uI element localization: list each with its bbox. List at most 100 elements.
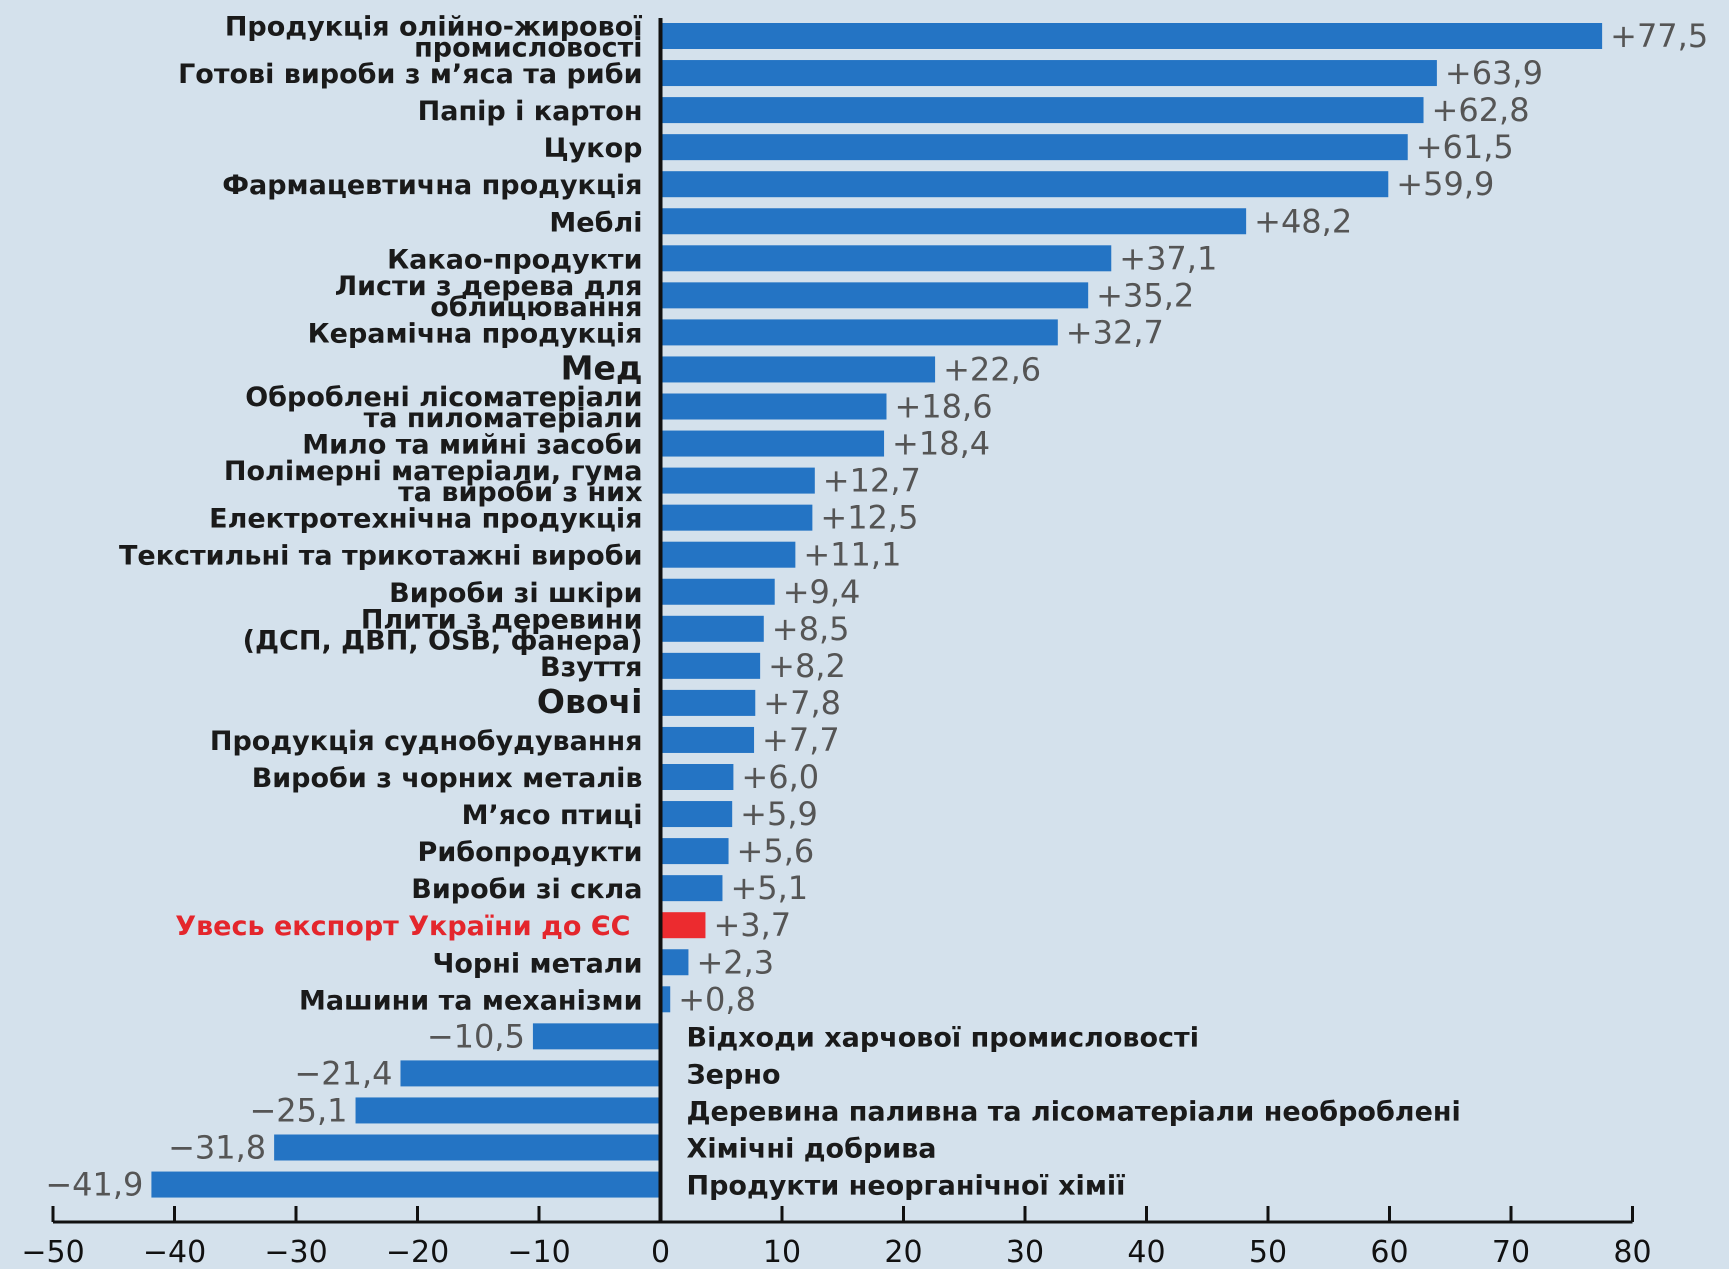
bar-11 xyxy=(660,430,885,457)
bars-layer xyxy=(151,23,1603,1198)
x-tick-label-10: 50 xyxy=(1249,1235,1287,1264)
x-tick-label-2: −30 xyxy=(264,1235,327,1264)
category-label-0-line-0: Продукція олійно-жирової xyxy=(225,12,643,43)
value-label-23: +5,1 xyxy=(730,869,808,907)
x-tick-label-1: −40 xyxy=(143,1235,206,1264)
category-label-28: Зерно xyxy=(687,1059,781,1090)
category-label-25: Чорні метали xyxy=(433,948,643,979)
value-label-15: +9,4 xyxy=(783,573,861,611)
bar-26 xyxy=(660,986,671,1013)
bar-27 xyxy=(532,1023,661,1050)
bar-0 xyxy=(660,23,1603,49)
category-label-3: Цукор xyxy=(544,133,643,164)
bar-29 xyxy=(355,1097,661,1124)
value-label-0: +77,5 xyxy=(1610,17,1708,55)
bar-12 xyxy=(660,467,815,494)
category-label-12-line-1: та вироби з них xyxy=(398,477,642,508)
bar-8 xyxy=(660,319,1058,346)
category-label-7-line-0: Листи з дерева для xyxy=(335,271,643,302)
category-label-5: Меблі xyxy=(549,207,642,238)
category-label-27: Відходи харчової промисловості xyxy=(687,1022,1199,1053)
category-label-4: Фармацевтична продукція xyxy=(222,170,642,201)
category-label-11: Мило та мийні засоби xyxy=(302,430,642,461)
x-tick-label-13: 80 xyxy=(1613,1235,1651,1264)
x-axis: −50 −40 −30 −20 −10 0 10 20 30 40 50 60 70 80 xyxy=(21,18,1652,1269)
bar-14 xyxy=(660,541,796,568)
x-tick-label-5: 0 xyxy=(651,1235,670,1264)
x-tick-label-0: −50 xyxy=(21,1235,84,1264)
x-tick-label-6: 10 xyxy=(763,1235,801,1264)
x-tick-label-3: −20 xyxy=(386,1235,449,1264)
value-label-4: +59,9 xyxy=(1396,165,1494,203)
category-label-13: Електротехнічна продукція xyxy=(209,504,642,535)
value-label-12: +12,7 xyxy=(823,462,921,500)
bar-24 xyxy=(660,912,706,939)
category-label-20: Вироби з чорних металів xyxy=(252,763,643,794)
category-label-6: Какао-продукти xyxy=(387,244,642,275)
bar-13 xyxy=(660,504,813,531)
x-tick-label-4: −10 xyxy=(507,1235,570,1264)
category-label-15: Вироби зі шкіри xyxy=(389,578,642,609)
x-tick-label-8: 30 xyxy=(1006,1235,1044,1264)
category-label-29: Деревина паливна та лісоматеріали необро… xyxy=(687,1096,1461,1127)
bar-6 xyxy=(660,245,1112,272)
x-tick-label-12: 70 xyxy=(1492,1235,1530,1264)
x-tick-label-9: 40 xyxy=(1127,1235,1165,1264)
bar-28 xyxy=(400,1060,661,1087)
bar-2 xyxy=(660,97,1424,124)
category-label-7-line-1: облицювання xyxy=(430,292,642,323)
bar-30 xyxy=(274,1134,661,1161)
bar-23 xyxy=(660,875,723,902)
bar-1 xyxy=(660,60,1437,87)
category-label-2: Папір і картон xyxy=(418,96,643,127)
bar-7 xyxy=(660,282,1089,309)
value-label-30: −31,8 xyxy=(168,1129,266,1167)
value-label-22: +5,6 xyxy=(737,832,815,870)
value-label-7: +35,2 xyxy=(1096,276,1194,314)
category-label-14: Текстильні та трикотажні вироби xyxy=(119,541,643,572)
value-label-19: +7,7 xyxy=(762,721,840,759)
category-label-12-line-0: Полімерні матеріали, гума xyxy=(224,456,643,487)
value-label-21: +5,9 xyxy=(740,795,818,833)
value-label-8: +32,7 xyxy=(1066,313,1164,351)
category-label-0-line-1: промисловості xyxy=(414,33,642,64)
category-label-26: Машини та механізми xyxy=(299,985,643,1016)
category-label-18: Овочі xyxy=(537,682,643,721)
value-label-14: +11,1 xyxy=(803,536,901,574)
category-label-16-line-0: Плити з деревини xyxy=(361,604,643,635)
value-label-3: +61,5 xyxy=(1416,128,1514,166)
category-label-10-line-0: Оброблені лісоматеріали xyxy=(245,382,642,413)
category-label-17: Взуття xyxy=(540,652,643,683)
value-label-31: −41,9 xyxy=(45,1166,143,1204)
bar-5 xyxy=(660,208,1247,235)
value-label-20: +6,0 xyxy=(741,758,819,796)
category-label-22: Рибопродукти xyxy=(418,837,643,868)
category-label-8: Керамічна продукція xyxy=(308,318,643,349)
value-label-9: +22,6 xyxy=(943,350,1041,388)
value-label-26: +0,8 xyxy=(678,980,756,1018)
value-label-2: +62,8 xyxy=(1432,91,1530,129)
value-label-6: +37,1 xyxy=(1119,239,1217,277)
bar-9 xyxy=(660,356,936,383)
value-label-13: +12,5 xyxy=(820,499,918,537)
labels-layer: +77,5 Продукція олійно-жировоїпромисловос… xyxy=(45,12,1708,1204)
bar-16 xyxy=(660,615,764,642)
category-label-9: Мед xyxy=(561,348,643,387)
bar-15 xyxy=(660,578,775,605)
category-label-23: Вироби зі скла xyxy=(411,874,642,905)
value-label-25: +2,3 xyxy=(696,943,774,981)
category-label-16-line-1: (ДСП, ДВП, OSB, фанера) xyxy=(243,625,643,656)
bar-17 xyxy=(660,652,761,679)
value-label-11: +18,4 xyxy=(892,425,990,463)
bar-21 xyxy=(660,801,733,828)
value-label-1: +63,9 xyxy=(1445,54,1543,92)
x-tick-label-11: 60 xyxy=(1370,1235,1408,1264)
value-label-18: +7,8 xyxy=(763,684,841,722)
bar-20 xyxy=(660,764,734,790)
bar-3 xyxy=(660,134,1408,161)
bar-25 xyxy=(660,949,689,976)
value-label-28: −21,4 xyxy=(294,1054,392,1092)
category-label-24: Увесь експорт України до ЄС xyxy=(175,911,630,942)
value-label-27: −10,5 xyxy=(427,1017,525,1055)
